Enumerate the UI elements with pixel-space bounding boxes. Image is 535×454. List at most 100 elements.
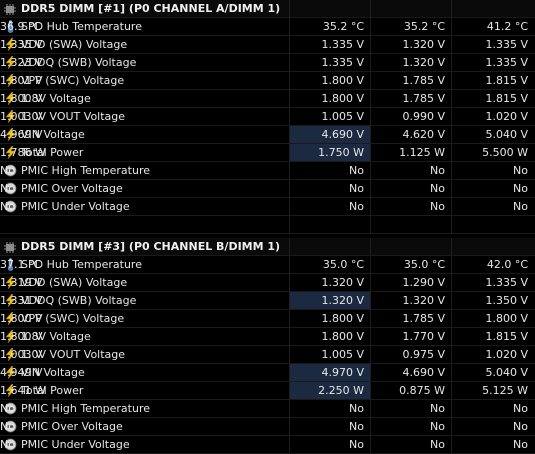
value-text: 5.500 W — [482, 146, 528, 159]
value-text: No — [430, 438, 445, 451]
sensor-label: 1.0V VOUT Voltage — [21, 110, 126, 123]
value-current: No — [290, 436, 370, 453]
value-max: 42.0 °C — [452, 256, 534, 273]
status-icon — [4, 164, 17, 177]
sensor-name-cell: 1.8V Voltage — [0, 328, 289, 345]
sensor-row[interactable]: VIN Voltage 4.970 V 4.690 V 5.040 V 4.949 V — [0, 364, 535, 382]
sensor-name-cell: VIN Voltage — [0, 364, 289, 381]
value-min: 0.990 V — [371, 108, 451, 125]
sensor-group-header[interactable]: DDR5 DIMM [#3] (P0 CHANNEL B/DIMM 1) — [0, 238, 535, 256]
sensor-name-cell: Total Power — [0, 144, 289, 161]
lightning-icon — [4, 347, 17, 362]
sensor-name-cell: VPP (SWC) Voltage — [0, 310, 289, 327]
sensor-row[interactable]: SPD Hub Temperature 35.0 °C 35.0 °C 42.0 °C… — [0, 256, 535, 274]
sensor-row[interactable]: 1.8V Voltage 1.800 V 1.785 V 1.815 V 1.800 V — [0, 90, 535, 108]
column-separator — [289, 72, 290, 89]
sensor-row[interactable]: 1.8V Voltage 1.800 V 1.770 V 1.815 V 1.800 V — [0, 328, 535, 346]
value-max: 5.125 W — [452, 382, 534, 399]
value-current: 1.335 V — [290, 36, 370, 53]
value-average: No — [0, 180, 21, 197]
sensor-row[interactable]: VDD (SWA) Voltage 1.320 V 1.290 V 1.335 V 1.… — [0, 274, 535, 292]
sensor-name-cell: PMIC Under Voltage — [0, 198, 289, 215]
sensor-row[interactable]: PMIC Over Voltage No No No No — [0, 418, 535, 436]
value-max: 41.2 °C — [452, 18, 534, 35]
column-separator — [451, 126, 452, 143]
sensor-row[interactable]: Total Power 1.750 W 1.125 W 5.500 W 1.786 W — [0, 144, 535, 162]
column-separator — [370, 238, 371, 255]
sensor-row[interactable]: VPP (SWC) Voltage 1.800 V 1.785 V 1.815 V 1.… — [0, 72, 535, 90]
value-min: No — [371, 180, 451, 197]
sensor-row[interactable]: PMIC Under Voltage No No No No — [0, 198, 535, 216]
sensor-row[interactable]: SPD Hub Temperature 35.2 °C 35.2 °C 41.2 °C… — [0, 18, 535, 36]
column-separator — [289, 18, 290, 35]
column-separator — [451, 72, 452, 89]
value-max: 1.350 V — [452, 292, 534, 309]
value-text: 1.350 V — [485, 294, 528, 307]
status-icon — [4, 200, 17, 213]
sensor-label: PMIC Under Voltage — [21, 438, 130, 451]
column-separator — [370, 418, 371, 435]
sensor-row[interactable]: VIN Voltage 4.690 V 4.620 V 5.040 V 4.969 V — [0, 126, 535, 144]
sensor-row[interactable]: VPP (SWC) Voltage 1.800 V 1.785 V 1.800 V 1.… — [0, 310, 535, 328]
value-max: No — [452, 180, 534, 197]
lightning-icon — [4, 275, 17, 290]
value-text: 1.005 V — [321, 110, 364, 123]
sensor-row[interactable]: VDD (SWA) Voltage 1.335 V 1.320 V 1.335 V 1.… — [0, 36, 535, 54]
sensor-label: VIN Voltage — [21, 366, 85, 379]
value-text: 5.040 V — [485, 128, 528, 141]
value-text: No — [430, 182, 445, 195]
column-separator — [451, 346, 452, 363]
value-min: 35.2 °C — [371, 18, 451, 35]
column-separator — [289, 162, 290, 179]
sensor-row[interactable]: PMIC High Temperature No No No No — [0, 400, 535, 418]
column-separator — [370, 256, 371, 273]
value-max: 1.335 V — [452, 54, 534, 71]
sensor-row[interactable]: PMIC High Temperature No No No No — [0, 162, 535, 180]
column-separator — [451, 162, 452, 179]
value-average: No — [0, 162, 21, 179]
value-min: 1.770 V — [371, 328, 451, 345]
column-separator — [289, 36, 290, 53]
column-separator — [451, 180, 452, 197]
value-text: No — [349, 182, 364, 195]
column-separator — [451, 274, 452, 291]
sensor-row[interactable]: PMIC Under Voltage No No No No — [0, 436, 535, 454]
value-min: 4.620 V — [371, 126, 451, 143]
column-separator — [370, 144, 371, 161]
column-separator — [370, 72, 371, 89]
sensor-name-cell: PMIC Over Voltage — [0, 418, 289, 435]
value-text: 1.750 W — [318, 146, 364, 159]
value-current: 1.800 V — [290, 310, 370, 327]
sensor-row[interactable]: Total Power 2.250 W 0.875 W 5.125 W 1.641 W — [0, 382, 535, 400]
column-separator — [451, 400, 452, 417]
sensor-label: VDD (SWA) Voltage — [21, 38, 128, 51]
column-separator — [370, 274, 371, 291]
column-separator — [451, 364, 452, 381]
value-current: 35.2 °C — [290, 18, 370, 35]
value-average: 1.319 V — [0, 274, 49, 291]
sensor-row[interactable]: PMIC Over Voltage No No No No — [0, 180, 535, 198]
value-average: 1.801 V — [0, 72, 49, 89]
sensor-row[interactable]: VDDQ (SWB) Voltage 1.320 V 1.320 V 1.350 V 1… — [0, 292, 535, 310]
column-separator — [289, 400, 290, 417]
sensor-label: PMIC Under Voltage — [21, 200, 130, 213]
value-max: 1.020 V — [452, 346, 534, 363]
value-text: 1.005 V — [321, 348, 364, 361]
sensor-row[interactable]: 1.0V VOUT Voltage 1.005 V 0.990 V 1.020 V 1.… — [0, 108, 535, 126]
column-separator — [289, 180, 290, 197]
value-text: 1.335 V — [321, 38, 364, 51]
value-current: No — [290, 198, 370, 215]
column-separator — [370, 310, 371, 327]
value-text: 1.335 V — [485, 56, 528, 69]
value-min: No — [371, 162, 451, 179]
sensor-row[interactable]: 1.0V VOUT Voltage 1.005 V 0.975 V 1.020 V 1.… — [0, 346, 535, 364]
column-separator — [289, 0, 290, 17]
sensor-name-cell: VDDQ (SWB) Voltage — [0, 292, 289, 309]
sensor-label: VDDQ (SWB) Voltage — [21, 56, 137, 69]
value-text: 4.970 V — [321, 366, 364, 379]
sensor-group-header[interactable]: DDR5 DIMM [#1] (P0 CHANNEL A/DIMM 1) — [0, 0, 535, 18]
value-text: 4.969 V — [0, 128, 43, 141]
sensor-row[interactable]: VDDQ (SWB) Voltage 1.335 V 1.320 V 1.335 V 1… — [0, 54, 535, 72]
column-separator — [370, 180, 371, 197]
